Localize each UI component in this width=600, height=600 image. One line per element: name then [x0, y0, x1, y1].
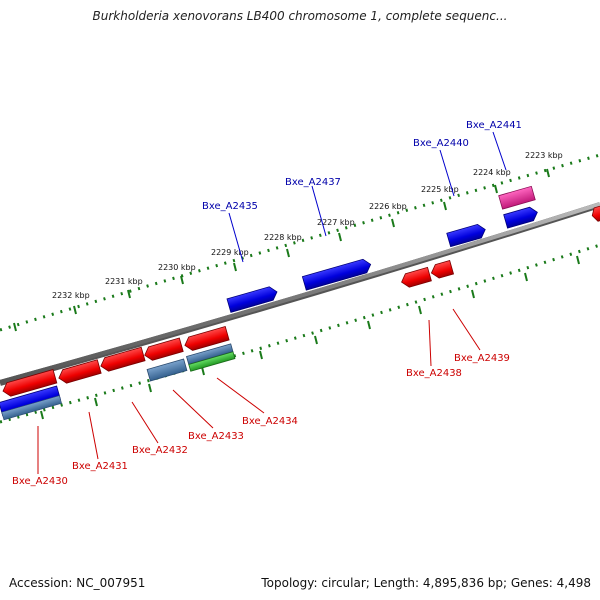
- gene-arrow-bxe-a2441-pink[interactable]: [498, 185, 536, 210]
- gene-arrow-forward-left[interactable]: [0, 385, 62, 421]
- gene-arrow-bxe-a2439[interactable]: [429, 260, 455, 280]
- gene-label-bxe-a2431[interactable]: Bxe_A2431: [72, 461, 128, 472]
- gene-arrow-bxe-a2437[interactable]: [301, 258, 372, 291]
- rna-green-block[interactable]: [188, 351, 236, 372]
- tick-label: 2229 kbp: [211, 248, 249, 257]
- gene-label-bxe-a2434[interactable]: Bxe_A2434: [242, 416, 298, 427]
- tick-label: 2232 kbp: [52, 291, 90, 300]
- gene-arrow-bxe-a2432[interactable]: [99, 346, 146, 373]
- gene-label-bxe-a2433[interactable]: Bxe_A2433: [188, 431, 244, 442]
- tick-label: 2224 kbp: [473, 168, 511, 177]
- gene-arrow-bxe-a2430[interactable]: [1, 369, 58, 398]
- gene-label-bxe-a2432[interactable]: Bxe_A2432: [132, 445, 188, 456]
- genome-summary-text: Topology: circular; Length: 4,895,836 bp…: [261, 576, 591, 590]
- tick-label: 2227 kbp: [317, 218, 355, 227]
- gene-arrow-bxe-a2441[interactable]: [503, 206, 540, 229]
- gene-label-bxe-a2435[interactable]: Bxe_A2435: [202, 201, 258, 212]
- gene-label-bxe-a2440[interactable]: Bxe_A2440: [413, 138, 469, 149]
- gene-arrow-bxe-a2440[interactable]: [446, 223, 487, 248]
- gene-label-bxe-a2430[interactable]: Bxe_A2430: [12, 476, 68, 487]
- map-title: Burkholderia xenovorans LB400 chromosome…: [92, 9, 508, 23]
- forward-gene-labels: Bxe_A2435 Bxe_A2437 Bxe_A2440 Bxe_A2441: [202, 120, 522, 212]
- upper-major-ticks: [13, 168, 550, 332]
- rna-steel-block[interactable]: [146, 358, 188, 382]
- tick-labels: 2232 kbp 2231 kbp 2230 kbp 2229 kbp 2228…: [52, 151, 563, 300]
- reverse-genes[interactable]: [1, 204, 600, 398]
- gene-arrow-bxe-a2433[interactable]: [143, 337, 184, 362]
- genome-backbone: [0, 202, 600, 386]
- tick-label: 2228 kbp: [264, 233, 302, 242]
- gene-label-bxe-a2437[interactable]: Bxe_A2437: [285, 177, 341, 188]
- reverse-label-leaders: [37, 308, 481, 474]
- tick-label: 2230 kbp: [158, 263, 196, 272]
- tick-label: 2225 kbp: [421, 185, 459, 194]
- tick-label: 2231 kbp: [105, 277, 143, 286]
- gene-arrow-bxe-a2438[interactable]: [400, 266, 432, 288]
- lower-tick-track: [0, 243, 600, 424]
- forward-genes[interactable]: [0, 185, 540, 421]
- gene-label-bxe-a2441[interactable]: Bxe_A2441: [466, 120, 522, 131]
- gene-arrow-bxe-a2431[interactable]: [57, 359, 102, 385]
- tick-label: 2226 kbp: [369, 202, 407, 211]
- lower-major-ticks: [40, 255, 580, 420]
- gene-label-bxe-a2438[interactable]: Bxe_A2438: [406, 368, 462, 379]
- tick-label: 2223 kbp: [525, 151, 563, 160]
- reverse-gene-labels: Bxe_A2430 Bxe_A2431 Bxe_A2432 Bxe_A2433 …: [12, 353, 510, 487]
- rna-features[interactable]: [146, 343, 236, 382]
- gene-arrow-bxe-a2435[interactable]: [226, 285, 279, 313]
- accession-text: Accession: NC_007951: [9, 576, 146, 590]
- forward-label-leaders: [228, 131, 507, 263]
- gene-arrow-bxe-a2434[interactable]: [183, 325, 230, 352]
- gene-label-bxe-a2439[interactable]: Bxe_A2439: [454, 353, 510, 364]
